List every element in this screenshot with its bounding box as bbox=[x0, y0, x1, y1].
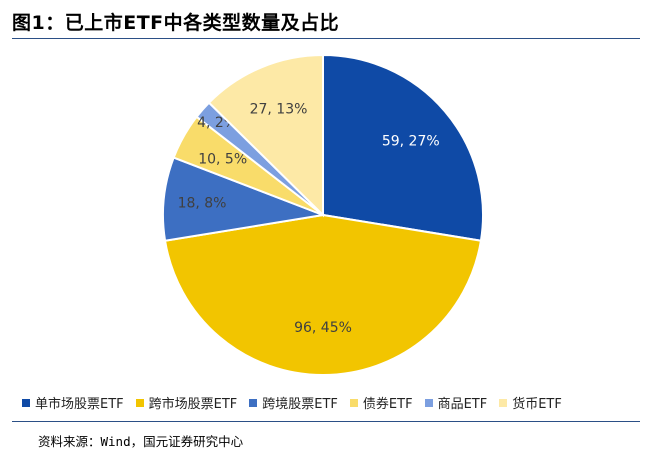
slice-data-label: 18, 8% bbox=[178, 196, 227, 212]
legend-item: 跨市场股票ETF bbox=[135, 393, 238, 412]
legend-label: 跨境股票ETF bbox=[262, 397, 338, 412]
legend-label: 货币ETF bbox=[512, 397, 562, 412]
slice-data-label: 59, 27% bbox=[382, 133, 440, 149]
legend-label: 单市场股票ETF bbox=[35, 397, 124, 412]
legend-swatch bbox=[424, 398, 433, 407]
chart-title: 图1：已上市ETF中各类型数量及占比 bbox=[12, 12, 340, 34]
legend-swatch bbox=[249, 398, 258, 407]
slice-data-label: 10, 5% bbox=[198, 151, 247, 167]
legend-label: 商品ETF bbox=[437, 397, 488, 412]
legend-item: 货币ETF bbox=[499, 393, 562, 412]
pie-slice-2 bbox=[163, 213, 483, 376]
legend-swatch bbox=[135, 398, 144, 407]
legend-swatch bbox=[349, 398, 358, 407]
legend-item: 跨境股票ETF bbox=[249, 393, 338, 412]
legend-swatch bbox=[22, 398, 30, 407]
legend-item: 商品ETF bbox=[424, 393, 488, 412]
top-divider bbox=[12, 38, 640, 39]
legend-item: 债券ETF bbox=[349, 393, 413, 412]
source-note: 资料来源：Wind，国元证券研究中心 bbox=[38, 434, 244, 449]
pie-slice-6 bbox=[207, 53, 324, 218]
slice-data-label: 27, 13% bbox=[250, 102, 308, 118]
chart-legend: 单市场股票ETF 跨市场股票ETF 跨境股票ETF 债券ETF 商品ETF 货币ETF bbox=[22, 393, 562, 412]
legend-swatch bbox=[499, 398, 508, 407]
legend-label: 债券ETF bbox=[362, 397, 413, 412]
pie-slice-3 bbox=[162, 156, 327, 242]
bottom-divider bbox=[12, 421, 640, 422]
legend-item: 单市场股票ETF bbox=[22, 393, 124, 412]
legend-label: 跨市场股票ETF bbox=[148, 397, 238, 412]
pie-slice-1 bbox=[322, 53, 484, 242]
slice-data-label: 96, 45% bbox=[294, 320, 352, 336]
